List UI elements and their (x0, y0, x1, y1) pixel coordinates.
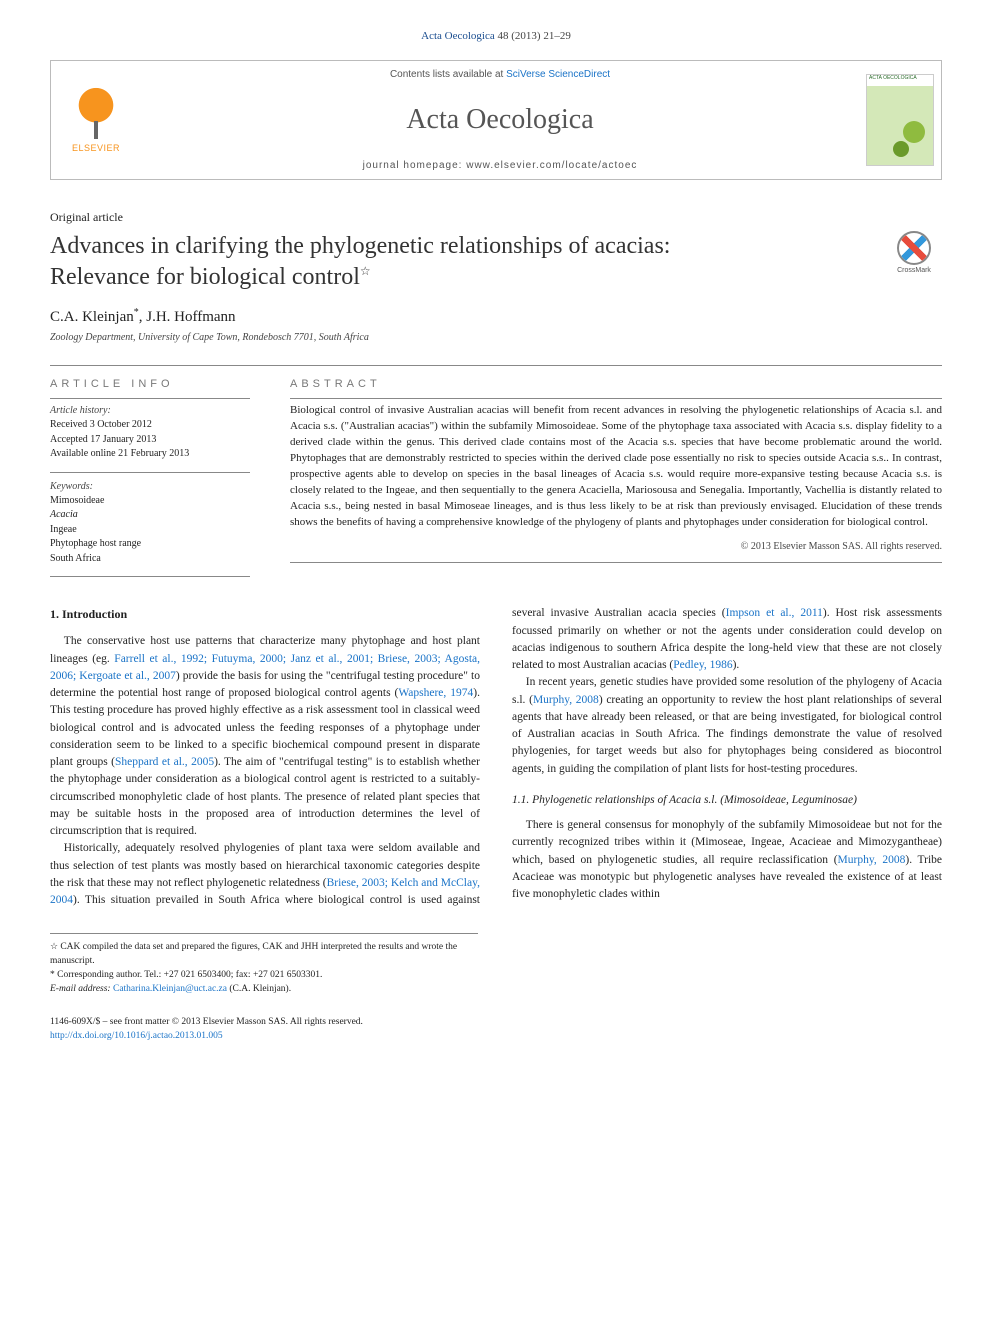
history-accepted: Accepted 17 January 2013 (50, 433, 250, 448)
homepage-prefix: journal homepage: (363, 160, 467, 171)
email-link[interactable]: Catharina.Kleinjan@uct.ac.za (113, 984, 227, 994)
history-label: Article history: (50, 405, 250, 416)
article-body: 1. Introduction The conservative host us… (50, 605, 942, 909)
authors: C.A. Kleinjan*, J.H. Hoffmann (50, 307, 942, 326)
article-info-heading: ARTICLE INFO (50, 378, 250, 390)
email-label: E-mail address: (50, 984, 113, 994)
keywords-list: Mimosoideae Acacia Ingeae Phytophage hos… (50, 494, 250, 567)
cover-image: ACTA OECOLOGICA (866, 74, 934, 166)
elsevier-logo[interactable]: ELSEVIER (51, 61, 141, 179)
keywords-block: Keywords: Mimosoideae Acacia Ingeae Phyt… (50, 475, 250, 578)
article-title: Advances in clarifying the phylogenetic … (50, 231, 866, 293)
header-center: Contents lists available at SciVerse Sci… (141, 61, 859, 179)
footnote-email: E-mail address: Catharina.Kleinjan@uct.a… (50, 983, 478, 997)
crossmark-label: CrossMark (897, 267, 931, 274)
author-1: C.A. Kleinjan (50, 309, 134, 325)
journal-header: ELSEVIER Contents lists available at Sci… (50, 60, 942, 180)
keyword: Phytophage host range (50, 537, 250, 552)
keyword: Ingeae (50, 523, 250, 538)
cover-thumbnail[interactable]: ACTA OECOLOGICA (859, 61, 941, 179)
elsevier-label: ELSEVIER (72, 143, 120, 153)
citation[interactable]: Murphy, 2008 (533, 694, 599, 706)
abstract-heading: ABSTRACT (290, 378, 942, 390)
homepage-line: journal homepage: www.elsevier.com/locat… (141, 160, 859, 171)
article-type: Original article (50, 210, 942, 225)
citation[interactable]: Wapshere, 1974 (398, 687, 473, 699)
journal-title: Acta Oecologica (141, 104, 859, 136)
sciencedirect-link[interactable]: SciVerse ScienceDirect (506, 69, 610, 80)
journal-ref-link[interactable]: Acta Oecologica (421, 30, 495, 42)
paragraph: The conservative host use patterns that … (50, 633, 480, 840)
article-info-column: ARTICLE INFO Article history: Received 3… (50, 366, 250, 579)
keyword: South Africa (50, 552, 250, 567)
footnote-corresponding: * Corresponding author. Tel.: +27 021 65… (50, 969, 478, 983)
article-history: Article history: Received 3 October 2012… (50, 399, 250, 473)
affiliation: Zoology Department, University of Cape T… (50, 332, 942, 343)
history-online: Available online 21 February 2013 (50, 447, 250, 462)
contents-line: Contents lists available at SciVerse Sci… (141, 69, 859, 80)
homepage-url[interactable]: www.elsevier.com/locate/actoec (466, 160, 637, 171)
footer: 1146-609X/$ – see front matter © 2013 El… (50, 1016, 942, 1043)
abstract-column: ABSTRACT Biological control of invasive … (290, 366, 942, 579)
footnotes: ☆ CAK compiled the data set and prepared… (50, 933, 478, 996)
keyword: Acacia (50, 508, 250, 523)
title-footnote-star: ☆ (360, 264, 371, 278)
crossmark-badge[interactable]: CrossMark (886, 231, 942, 274)
keywords-label: Keywords: (50, 481, 250, 492)
citation[interactable]: Murphy, 2008 (838, 854, 906, 866)
footnote-contribution: ☆ CAK compiled the data set and prepared… (50, 940, 478, 969)
history-received: Received 3 October 2012 (50, 418, 250, 433)
section-heading-intro: 1. Introduction (50, 605, 480, 623)
journal-reference: Acta Oecologica 48 (2013) 21–29 (50, 30, 942, 42)
crossmark-icon (897, 231, 931, 265)
paragraph: There is general consensus for monophyly… (512, 817, 942, 903)
elsevier-tree-icon (70, 87, 122, 139)
paragraph: In recent years, genetic studies have pr… (512, 674, 942, 778)
journal-ref-citation: 48 (2013) 21–29 (495, 30, 571, 42)
citation[interactable]: Pedley, 1986 (673, 659, 732, 671)
citation[interactable]: Impson et al., 2011 (726, 607, 823, 619)
title-line-1: Advances in clarifying the phylogenetic … (50, 233, 670, 259)
issn-copyright: 1146-609X/$ – see front matter © 2013 El… (50, 1016, 942, 1029)
contents-prefix: Contents lists available at (390, 69, 506, 80)
title-line-2: Relevance for biological control (50, 264, 360, 290)
abstract-text: Biological control of invasive Australia… (290, 403, 942, 531)
abstract-copyright: © 2013 Elsevier Masson SAS. All rights r… (290, 541, 942, 552)
citation[interactable]: Sheppard et al., 2005 (115, 756, 214, 768)
footnote-star-icon: ☆ (50, 941, 60, 951)
cover-title-text: ACTA OECOLOGICA (869, 76, 917, 81)
footnote-corr-label: * Corresponding author. (50, 970, 144, 980)
author-2: , J.H. Hoffmann (139, 309, 236, 325)
keyword: Mimosoideae (50, 494, 250, 509)
subsection-heading: 1.1. Phylogenetic relationships of Acaci… (512, 792, 942, 809)
doi-link[interactable]: http://dx.doi.org/10.1016/j.actao.2013.0… (50, 1031, 223, 1041)
